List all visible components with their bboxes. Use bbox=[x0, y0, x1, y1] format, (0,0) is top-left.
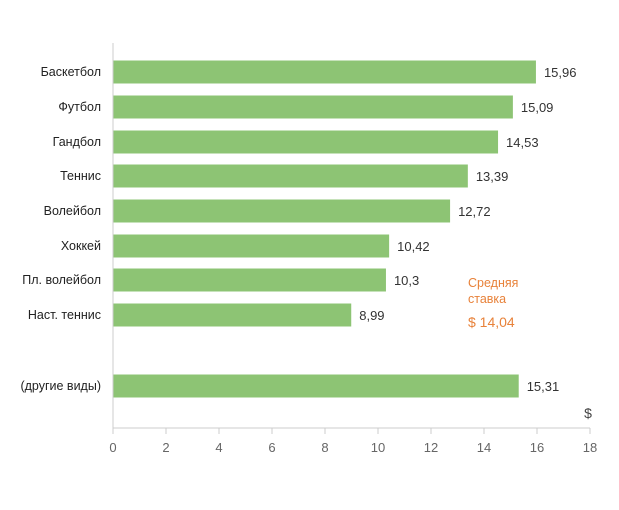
annotation-line-2: ставка bbox=[468, 292, 506, 306]
x-tick-label: 12 bbox=[424, 440, 438, 455]
bars-layer bbox=[113, 60, 536, 398]
bar bbox=[113, 303, 352, 327]
bar bbox=[113, 374, 519, 398]
bar bbox=[113, 234, 390, 258]
category-label: Баскетбол bbox=[41, 65, 101, 79]
x-tick-label: 4 bbox=[215, 440, 222, 455]
x-axis-ticks: 0 2 4 6 8 10 12 14 16 18 bbox=[109, 428, 597, 455]
annotation-line-1: Средняя bbox=[468, 276, 518, 290]
x-tick-label: 8 bbox=[321, 440, 328, 455]
category-label: (другие виды) bbox=[20, 379, 101, 393]
value-label: 13,39 bbox=[476, 169, 509, 184]
bar bbox=[113, 95, 513, 119]
category-label: Футбол bbox=[58, 100, 101, 114]
category-label: Хоккей bbox=[61, 239, 101, 253]
bar bbox=[113, 164, 468, 188]
bar bbox=[113, 60, 536, 84]
value-label: 15,96 bbox=[544, 65, 577, 80]
bar bbox=[113, 130, 499, 154]
value-label: 15,09 bbox=[521, 100, 554, 115]
x-tick-label: 16 bbox=[530, 440, 544, 455]
category-label: Гандбол bbox=[53, 135, 101, 149]
category-label: Волейбол bbox=[44, 204, 101, 218]
average-rate-annotation: Средняя ставка $ 14,04 bbox=[468, 276, 518, 330]
category-label: Наст. теннис bbox=[28, 308, 101, 322]
x-tick-label: 18 bbox=[583, 440, 597, 455]
value-labels: 15,96 15,09 14,53 13,39 12,72 10,42 10,3 8,99 15… bbox=[359, 65, 576, 394]
value-label: 10,42 bbox=[397, 239, 430, 254]
value-label: 14,53 bbox=[506, 135, 539, 150]
x-axis-unit-label: $ bbox=[584, 405, 592, 421]
x-tick-label: 10 bbox=[371, 440, 385, 455]
value-label: 8,99 bbox=[359, 308, 384, 323]
category-label: Пл. волейбол bbox=[22, 273, 101, 287]
x-tick-label: 14 bbox=[477, 440, 491, 455]
x-tick-label: 6 bbox=[268, 440, 275, 455]
bar bbox=[113, 199, 451, 223]
category-label: Теннис bbox=[60, 169, 101, 183]
value-label: 10,3 bbox=[394, 273, 419, 288]
annotation-value: $ 14,04 bbox=[468, 314, 515, 330]
value-label: 15,31 bbox=[527, 379, 560, 394]
x-tick-label: 0 bbox=[109, 440, 116, 455]
value-label: 12,72 bbox=[458, 204, 491, 219]
category-labels: Баскетбол Футбол Гандбол Теннис Волейбол Хокк… bbox=[20, 65, 101, 393]
x-tick-label: 2 bbox=[162, 440, 169, 455]
bar bbox=[113, 268, 386, 292]
